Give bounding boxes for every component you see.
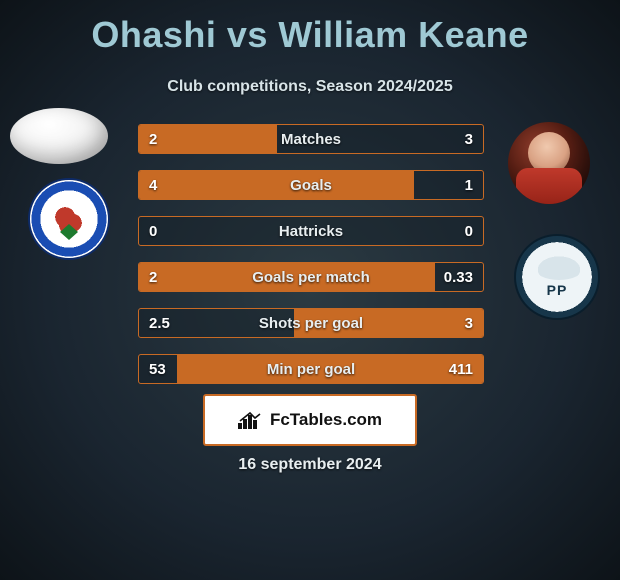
stat-row: 2 Goals per match 0.33 bbox=[138, 262, 484, 292]
stat-value-right: 3 bbox=[465, 131, 473, 148]
stats-block: 2 Matches 3 4 Goals 1 0 Hattricks 0 2 Go… bbox=[138, 124, 484, 400]
stat-value-right: 411 bbox=[449, 361, 473, 378]
fctables-logo-icon bbox=[238, 411, 264, 429]
stat-value-left: 53 bbox=[149, 361, 166, 378]
page-title: Ohashi vs William Keane bbox=[0, 0, 620, 56]
subtitle: Club competitions, Season 2024/2025 bbox=[0, 78, 620, 96]
stat-value-right: 0 bbox=[465, 223, 473, 240]
stat-value-left: 2.5 bbox=[149, 315, 170, 332]
footer-date: 16 september 2024 bbox=[0, 456, 620, 474]
stat-value-left: 4 bbox=[149, 177, 157, 194]
stat-row: 2 Matches 3 bbox=[138, 124, 484, 154]
player-right-avatar bbox=[508, 122, 590, 204]
stat-value-left: 2 bbox=[149, 131, 157, 148]
stat-value-right: 3 bbox=[465, 315, 473, 332]
stat-bar-left bbox=[139, 171, 414, 199]
stat-label: Goals per match bbox=[252, 269, 370, 286]
stat-label: Shots per goal bbox=[259, 315, 363, 332]
stat-row: 0 Hattricks 0 bbox=[138, 216, 484, 246]
stat-label: Min per goal bbox=[267, 361, 355, 378]
stat-value-left: 2 bbox=[149, 269, 157, 286]
stat-value-right: 0.33 bbox=[444, 269, 473, 286]
player-left-avatar bbox=[10, 108, 108, 164]
brand-text: FcTables.com bbox=[270, 410, 382, 430]
stat-label: Hattricks bbox=[279, 223, 343, 240]
brand-card[interactable]: FcTables.com bbox=[203, 394, 417, 446]
stat-row: 4 Goals 1 bbox=[138, 170, 484, 200]
stat-bar-left bbox=[139, 125, 277, 153]
stat-label: Matches bbox=[281, 131, 341, 148]
stat-value-right: 1 bbox=[465, 177, 473, 194]
stat-row: 53 Min per goal 411 bbox=[138, 354, 484, 384]
stat-label: Goals bbox=[290, 177, 332, 194]
stat-row: 2.5 Shots per goal 3 bbox=[138, 308, 484, 338]
stat-value-left: 0 bbox=[149, 223, 157, 240]
club-badge-right bbox=[514, 234, 600, 320]
club-badge-left bbox=[28, 178, 110, 260]
